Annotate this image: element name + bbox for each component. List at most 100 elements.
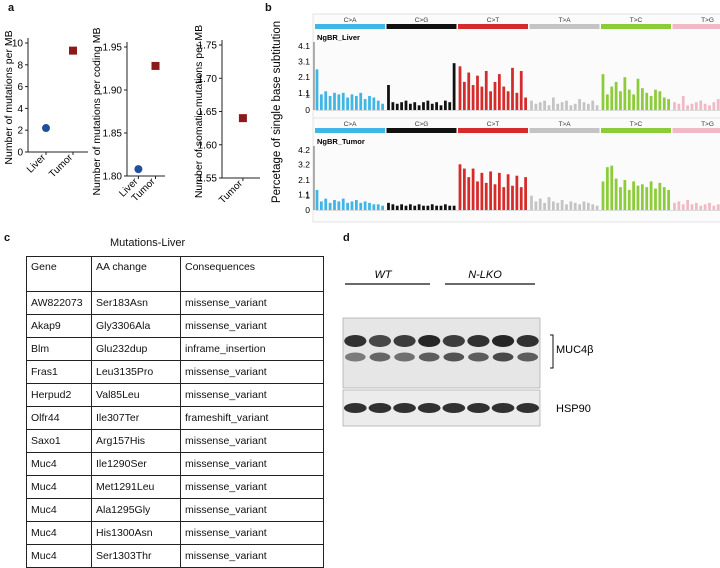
band-muc4-upper	[443, 335, 465, 347]
bar	[717, 99, 720, 110]
table-cell: AW822073	[27, 292, 92, 315]
bar	[587, 203, 590, 210]
bar	[565, 204, 568, 210]
y-axis-label: Number of mutations per MB	[3, 30, 15, 164]
bar	[444, 101, 447, 110]
bar	[569, 201, 572, 210]
x-tick-label: Tumor	[47, 152, 75, 180]
bar	[507, 174, 510, 210]
bar	[606, 167, 609, 210]
y-tick-label: 1.95	[103, 43, 123, 54]
y-tick-label: 0	[17, 148, 23, 159]
bar	[539, 199, 542, 210]
bar	[591, 204, 594, 210]
bar	[387, 85, 390, 110]
y-tick-label: 0	[305, 205, 310, 215]
bar	[502, 187, 505, 210]
bar	[574, 203, 577, 210]
table-cell: Leu3135Pro	[92, 361, 181, 384]
y-tick-label: 4.1	[298, 41, 310, 51]
bar	[602, 74, 605, 110]
bar	[699, 206, 702, 210]
table-cell: missense_variant	[181, 292, 324, 315]
y-tick-label: 3.1	[298, 57, 310, 67]
bar	[316, 69, 319, 110]
table-cell: Ser183Asn	[92, 292, 181, 315]
category-bar	[387, 128, 457, 133]
bar	[337, 94, 340, 110]
bar	[587, 104, 590, 110]
bar	[485, 71, 488, 110]
bar	[543, 101, 546, 110]
bar	[637, 186, 640, 210]
band-hsp90	[369, 403, 392, 413]
bar	[476, 181, 479, 210]
bar	[387, 203, 390, 210]
bar	[435, 206, 438, 210]
bar	[673, 203, 676, 210]
bar	[476, 76, 479, 110]
bar	[704, 204, 707, 210]
bar	[448, 102, 451, 110]
y-axis-label: Number of mutations per coding MB	[91, 27, 103, 195]
bar	[650, 96, 653, 110]
chart-title: NgBR_Liver	[317, 33, 360, 42]
bar	[645, 187, 648, 210]
bar	[391, 204, 394, 210]
bar	[418, 105, 421, 110]
bar	[610, 87, 613, 110]
y-axis-label: Number of somatic mutations per MB	[193, 25, 205, 198]
bar	[418, 204, 421, 210]
bar	[431, 104, 434, 110]
bar	[409, 104, 412, 110]
bar	[591, 101, 594, 110]
y-axis-label: Percetage of single base subtitution	[271, 21, 283, 203]
band-hsp90	[516, 403, 539, 413]
category-bar	[530, 128, 600, 133]
category-label: C>T	[487, 17, 499, 24]
bar	[654, 90, 657, 110]
band-muc4-upper	[418, 335, 440, 347]
bar	[426, 206, 429, 210]
bar	[364, 99, 367, 110]
table-cell: missense_variant	[181, 361, 324, 384]
category-bar	[387, 24, 457, 29]
band-muc4-upper	[492, 335, 514, 347]
bar	[515, 93, 518, 110]
bar	[489, 171, 492, 210]
bar	[320, 201, 323, 210]
bar	[602, 181, 605, 210]
bar	[355, 200, 358, 210]
bar	[368, 203, 371, 210]
band-muc4-lower	[468, 353, 489, 362]
bar	[405, 206, 408, 210]
band-muc4-lower	[394, 353, 415, 362]
table-cell: Saxo1	[27, 430, 92, 453]
bar	[459, 164, 462, 210]
bar	[619, 187, 622, 210]
bar	[448, 206, 451, 210]
bar	[552, 201, 555, 210]
bar	[556, 203, 559, 210]
bar	[480, 173, 483, 210]
y-tick-label: 2.1	[298, 72, 310, 82]
table-cell: Olfr44	[27, 407, 92, 430]
table-cell: inframe_insertion	[181, 338, 324, 361]
band-muc4-lower	[443, 353, 464, 362]
bar	[337, 201, 340, 210]
category-label: T>G	[701, 121, 714, 128]
table-cell: Gly3306Ala	[92, 315, 181, 338]
category-bar	[673, 24, 720, 29]
table-header-cell: Consequences	[181, 257, 324, 292]
bar	[511, 186, 514, 210]
band-hsp90	[467, 403, 490, 413]
y-tick-label: 0	[305, 105, 310, 115]
bar	[381, 206, 384, 210]
